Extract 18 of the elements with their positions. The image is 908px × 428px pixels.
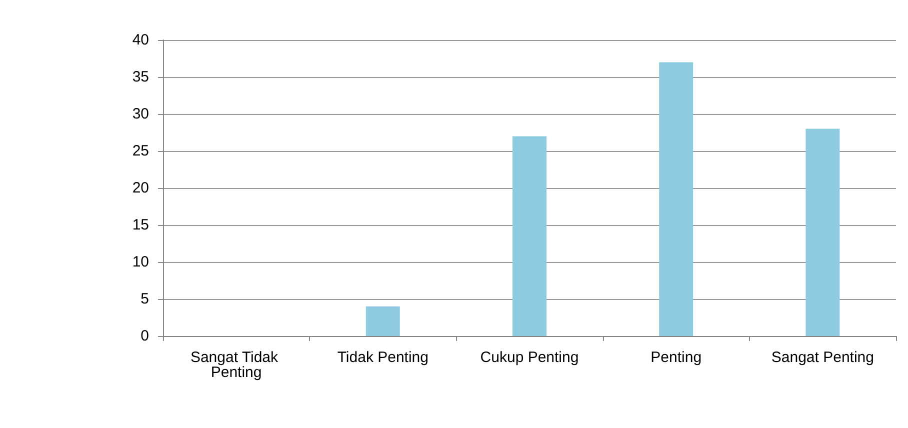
x-tick-label: Tidak Penting [337,349,428,366]
x-tick-label: Sangat Penting [771,349,874,366]
bar [366,306,400,336]
y-tick-label: 0 [140,328,149,344]
x-tick-label: Sangat Tidak Penting [190,349,282,381]
y-tick-label: 15 [132,216,149,234]
y-tick-label: 5 [140,290,149,308]
bar [806,128,840,336]
bar [512,136,546,336]
y-tick-label: 40 [132,32,149,48]
y-tick-label: 25 [132,142,149,160]
y-tick-label: 20 [132,180,149,196]
x-tick-label: Penting [650,349,702,366]
y-tick-label: 35 [132,68,149,86]
x-tick-label: Cukup Penting [480,349,579,366]
bar [659,62,694,336]
y-tick-label: 10 [132,254,149,270]
y-tick-label: 30 [132,106,149,122]
